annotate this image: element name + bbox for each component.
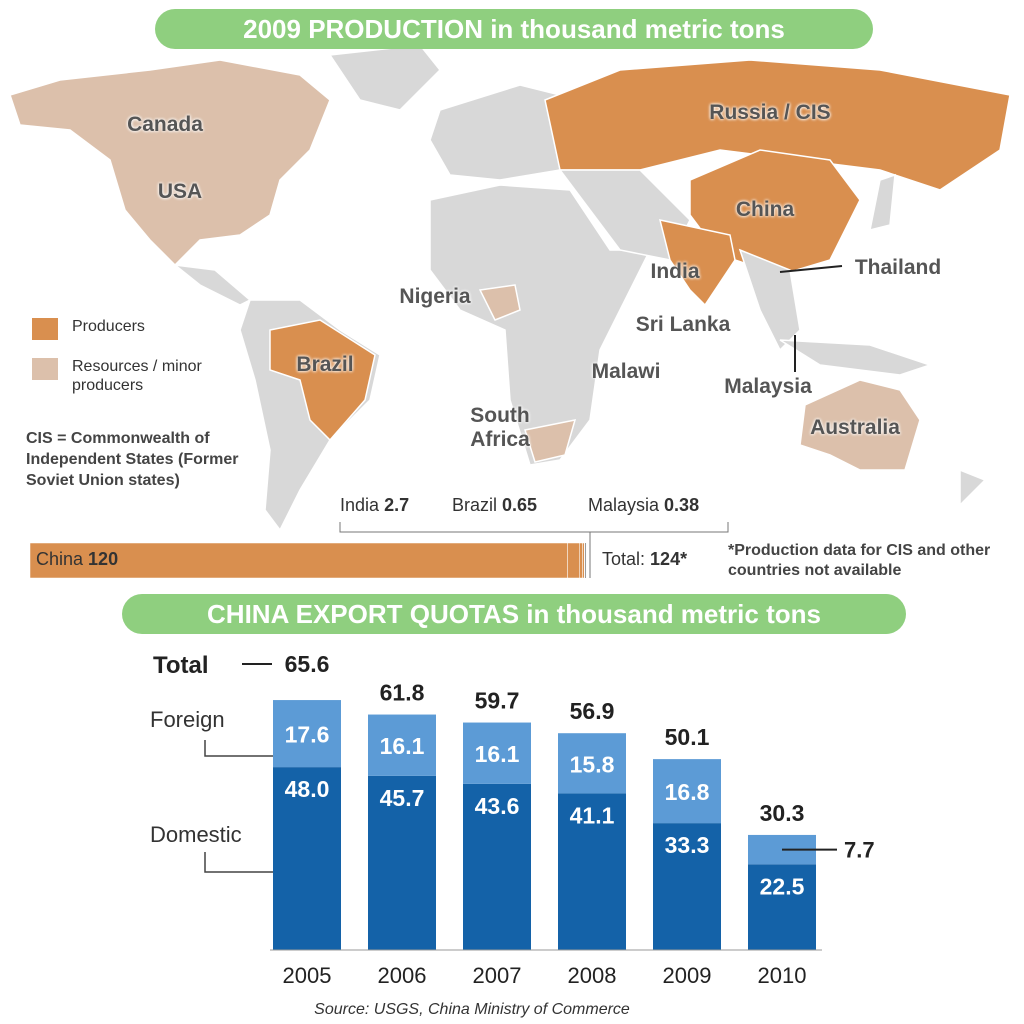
chart-title: CHINA EXPORT QUOTAS in thousand metric t… — [122, 594, 906, 634]
map-label: Sri Lanka — [635, 313, 731, 336]
value-label: 41.1 — [570, 802, 615, 828]
total-label: 30.3 — [760, 800, 805, 826]
bar-segment — [368, 775, 436, 950]
central-america — [172, 263, 252, 306]
x-tick-label: 2009 — [663, 963, 712, 988]
legend-label: Resources / minor producers — [72, 358, 202, 394]
value-label: 17.6 — [285, 722, 330, 748]
map-label: Canada — [127, 113, 203, 136]
total-label: 61.8 — [380, 680, 425, 706]
production-name: India — [340, 495, 380, 515]
source: Source: USGS, China Ministry of Commerce — [314, 1001, 630, 1018]
bar-segment — [463, 722, 531, 784]
totals-name: Total — [153, 652, 209, 679]
production-label: India 2.7 — [340, 495, 409, 516]
bar-segment — [748, 864, 816, 950]
indonesia — [779, 339, 933, 376]
production-name: Brazil — [452, 495, 498, 515]
south-africa — [524, 419, 577, 463]
total-label: Total: — [602, 549, 646, 569]
bar-segment — [273, 700, 341, 768]
value-label: 33.3 — [665, 832, 710, 858]
total-label: 59.7 — [475, 688, 520, 714]
map-label: Thailand — [854, 256, 942, 279]
production-label: Brazil 0.65 — [452, 495, 537, 516]
europe — [429, 84, 561, 181]
production-bar-segment — [29, 542, 568, 579]
bar-segment — [558, 793, 626, 950]
map-label: Australia — [810, 416, 900, 439]
footnote: *Production data for CIS and other count… — [728, 542, 991, 579]
map-label: Malaysia — [724, 375, 812, 398]
map-label: Russia / CIS — [709, 101, 831, 124]
legend-label: Producers — [72, 318, 145, 335]
bar-segment — [653, 759, 721, 824]
domestic-leader — [204, 852, 285, 873]
production-value: 120 — [88, 549, 119, 569]
production-label: Malaysia 0.38 — [588, 495, 699, 516]
value-label: 16.1 — [380, 733, 425, 759]
map-label: Brazil — [296, 353, 354, 376]
value-label: 7.7 — [844, 838, 875, 863]
legend-swatch — [32, 358, 58, 380]
world-map — [9, 44, 1011, 532]
production-name: China — [36, 549, 84, 569]
production-value: 0.65 — [502, 495, 538, 515]
thailand-leader — [779, 265, 843, 273]
production-total: Total: 124* — [602, 549, 687, 570]
map-label: USA — [157, 180, 203, 203]
total-label: 50.1 — [665, 724, 710, 750]
production-bar-segment — [582, 542, 585, 579]
bar-segment — [463, 783, 531, 950]
x-tick-label: 2005 — [283, 963, 332, 988]
value-label: 22.5 — [760, 873, 805, 899]
production-label: China 120 — [36, 549, 118, 570]
cis-note: CIS = Commonwealth of Independent States… — [26, 430, 239, 489]
japan — [869, 173, 896, 232]
production-name: Malaysia — [588, 495, 660, 515]
value-label: 16.1 — [475, 741, 520, 767]
production-bar-segment — [579, 542, 583, 579]
x-tick-label: 2007 — [473, 963, 522, 988]
bar-segment — [368, 714, 436, 776]
bar-bracket — [339, 522, 729, 578]
nigeria — [478, 284, 521, 321]
legend-swatch — [32, 318, 58, 340]
x-tick-label: 2008 — [568, 963, 617, 988]
x-tick-label: 2006 — [378, 963, 427, 988]
value-label: 45.7 — [380, 785, 425, 811]
total-label: 56.9 — [570, 698, 615, 724]
series-name: Foreign — [150, 707, 225, 732]
india — [658, 219, 736, 307]
total-value: 124* — [650, 549, 688, 569]
map-label: Malawi — [591, 360, 661, 383]
production-bar-segment — [567, 542, 580, 579]
bar-segment — [558, 733, 626, 794]
greenland — [328, 44, 442, 111]
value-label: 16.8 — [665, 779, 710, 805]
map-label: Nigeria — [399, 285, 471, 308]
value-label: 43.6 — [475, 793, 520, 819]
production-value: 0.38 — [664, 495, 700, 515]
series-name: Domestic — [150, 822, 242, 847]
value-label: 48.0 — [285, 776, 330, 802]
australia — [799, 379, 921, 471]
bar-segment — [653, 823, 721, 950]
bar-segment — [273, 767, 341, 950]
foreign-leader — [204, 740, 285, 757]
africa — [429, 184, 652, 466]
map-label: China — [735, 198, 795, 221]
brazil — [269, 319, 376, 442]
total-label: 65.6 — [285, 651, 330, 677]
value-label: 15.8 — [570, 751, 615, 777]
production-value: 2.7 — [384, 495, 410, 515]
map-label: India — [650, 260, 700, 283]
new-zealand — [959, 468, 987, 507]
x-tick-label: 2010 — [758, 963, 807, 988]
section-title: 2009 PRODUCTION in thousand metric tons — [155, 9, 873, 49]
north-america — [9, 59, 331, 267]
map-label: South Africa — [470, 404, 530, 451]
